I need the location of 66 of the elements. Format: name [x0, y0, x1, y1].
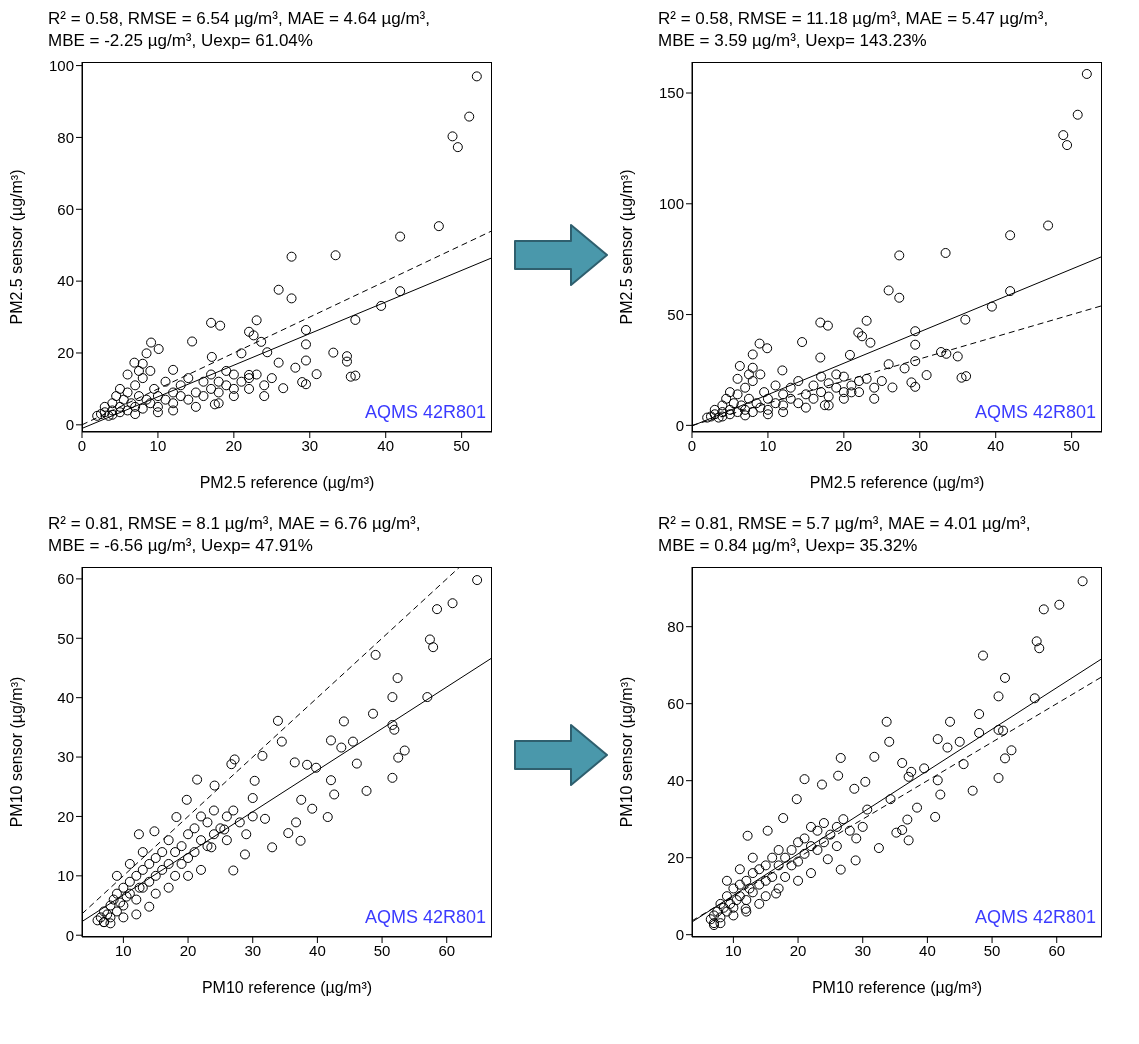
x-tick-label: 0 [687, 436, 697, 454]
y-tick-label: 150 [658, 84, 684, 102]
chart-subtitle: MBE = -6.56 µg/m³, Uexp= 47.91% [48, 535, 314, 557]
x-tick-label: 10 [759, 436, 777, 454]
x-tick-label: 40 [919, 941, 936, 959]
x-tick-label: 30 [301, 436, 319, 454]
y-tick-label: 80 [57, 128, 74, 146]
annotation: AQMS 42R801 [364, 402, 486, 423]
chart-title: R² = 0.58, RMSE = 11.18 µg/m³, MAE = 5.47 µg/m³, [658, 8, 1050, 30]
annotation: AQMS 42R801 [364, 907, 486, 928]
x-tick-label: 20 [789, 941, 807, 959]
y-tick-label: 40 [57, 272, 74, 290]
x-tick-label: 20 [835, 436, 853, 454]
chart-subtitle: MBE = 0.84 µg/m³, Uexp= 35.32% [658, 535, 919, 557]
y-tick-label: 100 [48, 56, 74, 74]
x-tick-label: 30 [244, 941, 262, 959]
x-tick-label: 40 [377, 436, 395, 454]
chart-title: R² = 0.81, RMSE = 8.1 µg/m³, MAE = 6.76 µg/m³, [48, 513, 422, 535]
y-tick-label: 20 [667, 849, 684, 867]
x-axis-title: PM10 reference (µg/m³) [811, 979, 983, 996]
x-tick-label: 50 [453, 436, 470, 454]
x-tick-label: 50 [373, 941, 391, 959]
chart-title: R² = 0.58, RMSE = 6.54 µg/m³, MAE = 4.64 µg/m³, [48, 8, 431, 30]
y-axis-title: PM10 sensor (µg/m³) [7, 676, 25, 828]
y-tick-label: 60 [57, 200, 74, 218]
y-tick-label: 20 [57, 807, 74, 825]
x-tick-label: 30 [854, 941, 872, 959]
y-axis-title: PM2.5 sensor (µg/m³) [617, 169, 635, 325]
y-tick-label: 10 [57, 867, 74, 885]
x-tick-label: 10 [149, 436, 167, 454]
y-axis-title: PM2.5 sensor (µg/m³) [7, 169, 25, 325]
x-axis-title: PM10 reference (µg/m³) [201, 979, 373, 996]
x-tick-label: 30 [911, 436, 929, 454]
x-tick-label: 20 [179, 941, 197, 959]
x-tick-label: 40 [309, 941, 326, 959]
y-tick-label: 0 [675, 926, 684, 944]
x-axis-title: PM2.5 reference (µg/m³) [809, 474, 985, 491]
x-tick-label: 50 [983, 941, 1001, 959]
y-tick-label: 30 [57, 748, 74, 766]
y-tick-label: 60 [57, 570, 74, 588]
y-axis-title: PM10 sensor (µg/m³) [617, 676, 635, 828]
annotation: AQMS 42R801 [974, 402, 1096, 423]
chart-subtitle: MBE = 3.59 µg/m³, Uexp= 143.23% [658, 30, 928, 52]
x-tick-label: 40 [987, 436, 1005, 454]
y-tick-label: 0 [65, 416, 74, 434]
x-tick-label: 0 [77, 436, 87, 454]
y-tick-label: 40 [57, 688, 74, 706]
y-tick-label: 50 [667, 305, 684, 323]
x-tick-label: 60 [438, 941, 456, 959]
y-tick-label: 0 [675, 416, 684, 434]
y-tick-label: 100 [658, 195, 684, 213]
x-axis-title: PM2.5 reference (µg/m³) [199, 474, 375, 491]
x-tick-label: 20 [225, 436, 243, 454]
x-tick-label: 60 [1048, 941, 1066, 959]
x-tick-label: 10 [115, 941, 132, 959]
chart-title: R² = 0.81, RMSE = 5.7 µg/m³, MAE = 4.01 µg/m³, [658, 513, 1032, 535]
x-tick-label: 10 [725, 941, 742, 959]
y-tick-label: 50 [57, 629, 74, 647]
y-tick-label: 80 [667, 618, 684, 635]
y-tick-label: 20 [57, 344, 74, 362]
annotation: AQMS 42R801 [974, 907, 1096, 928]
y-tick-label: 40 [667, 772, 684, 790]
y-tick-label: 0 [65, 926, 74, 944]
y-tick-label: 60 [667, 695, 684, 713]
chart-subtitle: MBE = -2.25 µg/m³, Uexp= 61.04% [48, 30, 314, 52]
x-tick-label: 50 [1063, 436, 1080, 454]
